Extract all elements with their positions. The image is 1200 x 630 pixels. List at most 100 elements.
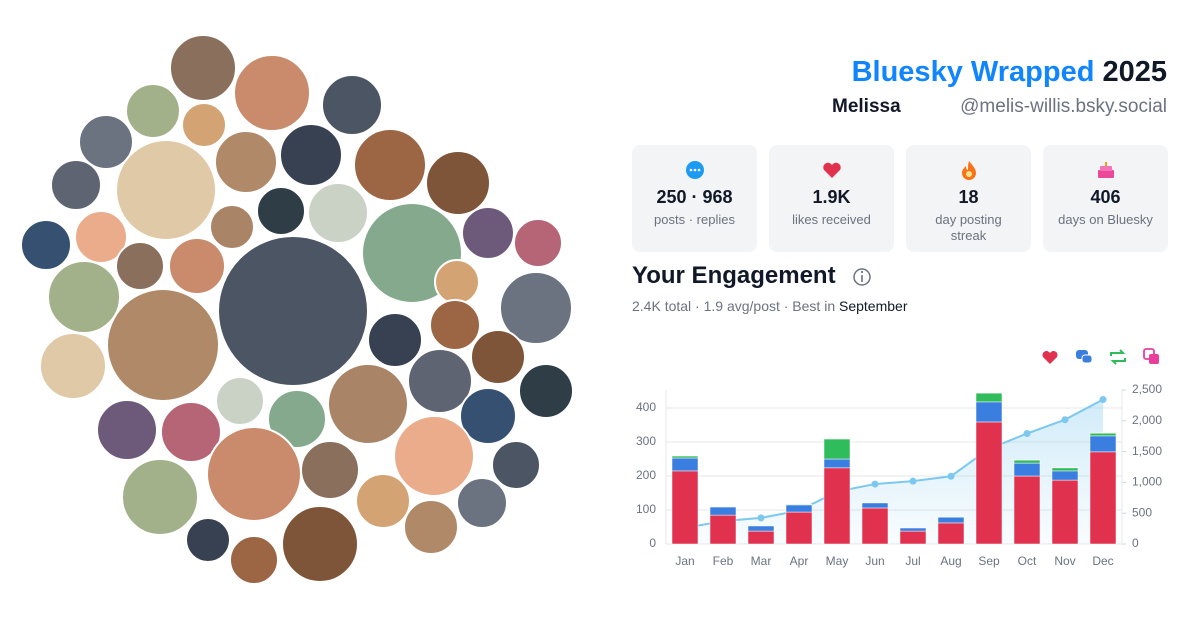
bar-segment <box>823 467 851 545</box>
stat-card: 406 days on Bluesky <box>1043 145 1168 252</box>
avatar[interactable] <box>470 329 526 385</box>
bar-segment <box>1089 435 1117 453</box>
avatar[interactable] <box>106 288 220 402</box>
bar-segment <box>975 401 1003 423</box>
x-tick-label: Oct <box>1018 554 1037 568</box>
line-point <box>947 472 955 480</box>
bar-segment <box>1089 451 1117 545</box>
avatar[interactable] <box>206 426 302 522</box>
bar-segment <box>823 438 851 460</box>
title-brand: Bluesky Wrapped <box>851 56 1095 88</box>
bar-segment <box>671 457 699 472</box>
avatar[interactable] <box>78 114 134 170</box>
avatar[interactable] <box>115 241 165 291</box>
avatar[interactable] <box>407 348 473 414</box>
y-tick-label: 0 <box>649 536 656 550</box>
bar-segment <box>823 458 851 469</box>
avatar[interactable] <box>321 74 383 136</box>
x-tick-label: Feb <box>713 554 734 568</box>
y2-tick-label: 500 <box>1132 505 1152 519</box>
avatar[interactable] <box>74 210 128 264</box>
avatar[interactable] <box>367 312 423 368</box>
bar-segment <box>709 514 737 545</box>
avatar[interactable] <box>229 535 279 585</box>
avatar[interactable] <box>209 204 255 250</box>
stat-label: posts · replies <box>654 212 735 227</box>
avatar[interactable] <box>121 458 199 536</box>
avatar[interactable] <box>281 505 359 583</box>
avatar[interactable] <box>353 128 427 202</box>
avatar[interactable] <box>499 271 573 345</box>
x-tick-label: Nov <box>1054 554 1075 568</box>
stat-icon <box>961 161 976 180</box>
bar-segment <box>1051 470 1079 481</box>
avatar[interactable] <box>96 399 158 461</box>
bar-segment <box>899 527 927 532</box>
line-area <box>685 399 1103 544</box>
avatar[interactable] <box>214 130 278 194</box>
engagement-chart: 0 100 200 300 400 0 500 1,000 1,500 2,000 2,500 Jan… <box>636 382 1162 568</box>
avatar[interactable] <box>185 517 231 563</box>
y-tick-label: 200 <box>636 468 656 482</box>
avatar[interactable] <box>233 54 311 132</box>
avatar[interactable] <box>267 389 327 449</box>
x-tick-label: Jun <box>865 554 884 568</box>
avatar[interactable] <box>425 150 491 216</box>
avatar[interactable] <box>181 102 227 148</box>
y-tick-label: 300 <box>636 434 656 448</box>
stat-value: 18 <box>958 187 979 207</box>
avatar[interactable] <box>115 139 217 241</box>
avatar[interactable] <box>20 219 72 271</box>
legend-icon-quotes[interactable] <box>1143 348 1159 364</box>
legend-icon-likes[interactable] <box>1042 350 1058 364</box>
avatar[interactable] <box>434 259 480 305</box>
avatar[interactable] <box>125 83 181 139</box>
avatar[interactable] <box>169 34 237 102</box>
line-point <box>871 480 879 488</box>
avatar-cluster <box>20 34 574 585</box>
avatar[interactable] <box>300 440 360 500</box>
line-point <box>1023 430 1031 438</box>
legend-icon-reposts[interactable] <box>1110 349 1126 365</box>
avatar[interactable] <box>518 363 574 419</box>
stat-icon <box>1097 162 1114 178</box>
avatar[interactable] <box>403 499 459 555</box>
avatar[interactable] <box>256 186 306 236</box>
avatar[interactable] <box>459 387 517 445</box>
avatar[interactable] <box>217 235 369 387</box>
avatar[interactable] <box>168 237 226 295</box>
avatar[interactable] <box>279 123 343 187</box>
bar-segment <box>785 511 813 545</box>
stat-card: 250 · 968 posts · replies <box>632 145 757 252</box>
avatar[interactable] <box>491 440 541 490</box>
avatar[interactable] <box>39 332 107 400</box>
avatar[interactable] <box>456 477 508 529</box>
bar-segment <box>1013 475 1041 545</box>
avatar[interactable] <box>327 363 409 445</box>
legend-icon-replies[interactable] <box>1076 350 1093 364</box>
avatar[interactable] <box>47 260 121 334</box>
avatar[interactable] <box>429 299 481 351</box>
bar-segment <box>937 522 965 545</box>
avatar[interactable] <box>215 376 265 426</box>
bar-segment <box>975 392 1003 403</box>
avatar[interactable] <box>393 415 475 497</box>
bar-segment <box>671 455 699 459</box>
bar-segment <box>861 507 889 545</box>
bar-segment <box>975 421 1003 545</box>
avatar[interactable] <box>160 401 222 463</box>
avatar[interactable] <box>355 473 411 529</box>
bar-segment <box>1013 459 1041 464</box>
stat-label: day posting streak <box>935 212 1002 243</box>
avatar[interactable] <box>461 206 515 260</box>
info-icon[interactable] <box>853 268 871 286</box>
avatar[interactable] <box>50 159 102 211</box>
bar-segment <box>785 504 813 513</box>
stat-label: days on Bluesky <box>1058 212 1153 227</box>
avatar[interactable] <box>307 182 369 244</box>
stat-icon <box>822 162 841 178</box>
avatar[interactable] <box>513 218 563 268</box>
y2-tick-label: 1,000 <box>1132 475 1162 489</box>
stat-card: 1.9K likes received <box>769 145 894 252</box>
